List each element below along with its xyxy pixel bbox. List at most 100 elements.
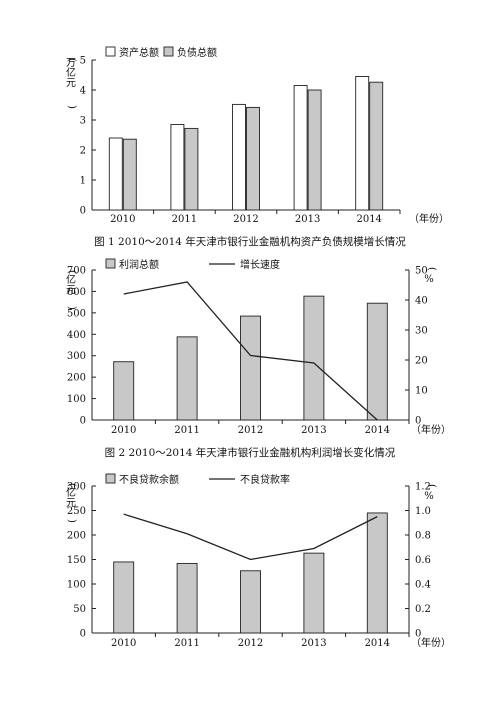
y2-tick-label: 1.0 bbox=[415, 506, 431, 517]
y2-unit-label: % bbox=[424, 274, 434, 285]
y2-tick-label: 40 bbox=[415, 296, 428, 307]
x-tick-label: 2010 bbox=[110, 214, 135, 225]
y-tick-label: 0 bbox=[80, 206, 86, 217]
x-tick-label: 2012 bbox=[238, 425, 263, 436]
x-tick-label: 2012 bbox=[233, 214, 258, 225]
y-unit-close-paren: ) bbox=[66, 105, 77, 109]
y2-tick-label: 10 bbox=[415, 386, 428, 397]
y2-tick-label: 1.2 bbox=[415, 482, 431, 493]
chart-2: 0 100 200 300 400 500 600 700 0 10 20 30 40 50 2010 201… bbox=[64, 258, 452, 459]
chart-caption: 图 2 2010～2014 年天津市银行业金融机构利润增长变化情况 bbox=[105, 446, 396, 459]
y-tick-label: 50 bbox=[73, 604, 86, 615]
y-unit-open-paren: ( bbox=[66, 58, 77, 62]
y-tick-label: 200 bbox=[67, 373, 86, 384]
y-unit-open-paren: ( bbox=[66, 270, 77, 274]
bar-1-2012 bbox=[232, 103, 246, 211]
x-tick-label: 2012 bbox=[238, 638, 263, 649]
y2-tick-label: 0 bbox=[415, 416, 421, 427]
bar-2-2014 bbox=[369, 81, 384, 211]
y-tick-label: 250 bbox=[67, 506, 86, 517]
chart-caption: 图 1 2010～2014 年天津市银行业金融机构资产负债规模增长情况 bbox=[94, 235, 406, 248]
chart-3: 0 50 100 150 200 250 300 0 0.2 0.4 0.6 0.8 1.0 1.2 201… bbox=[64, 473, 452, 649]
y-unit-label: 万亿元 bbox=[64, 57, 76, 87]
x-tick-label: 2013 bbox=[301, 425, 326, 436]
x-unit-label: （年份） bbox=[411, 423, 451, 436]
bar-1-2012 bbox=[240, 570, 261, 634]
legend-swatch bbox=[105, 46, 116, 57]
legend-swatch bbox=[105, 473, 116, 484]
line-series-2 bbox=[123, 281, 378, 421]
bar-1-2011 bbox=[170, 124, 185, 211]
y-tick-label: 2 bbox=[80, 146, 86, 157]
y-tick-label: 100 bbox=[67, 394, 86, 405]
bar-2-2012 bbox=[246, 106, 260, 211]
y-tick-label: 100 bbox=[67, 580, 86, 591]
y-unit-label: 亿元 bbox=[64, 486, 76, 507]
x-tick-label: 2014 bbox=[365, 425, 390, 436]
y-tick-label: 300 bbox=[67, 351, 86, 362]
y2-unit-open-paren: ( bbox=[426, 484, 437, 488]
x-tick-label: 2014 bbox=[356, 214, 381, 225]
legend-label: 资产总额 bbox=[119, 46, 159, 59]
bar-1-2014 bbox=[355, 76, 370, 211]
bar-1-2011 bbox=[176, 336, 198, 421]
bar-1-2011 bbox=[176, 562, 198, 634]
bar-1-2013 bbox=[293, 85, 308, 211]
y2-tick-label: 0.6 bbox=[415, 555, 431, 566]
y-tick-label: 0 bbox=[80, 416, 86, 427]
x-tick-label: 2010 bbox=[111, 638, 136, 649]
bar-1-2010 bbox=[113, 361, 135, 421]
y-tick-label: 3 bbox=[80, 116, 86, 127]
legend-label: 负债总额 bbox=[177, 46, 217, 59]
y2-tick-label: 0.4 bbox=[415, 580, 431, 591]
x-tick-label: 2013 bbox=[301, 638, 326, 649]
legend-label: 增长速度 bbox=[240, 258, 280, 271]
y-unit-open-paren: ( bbox=[66, 483, 77, 487]
bar-1-2013 bbox=[303, 552, 325, 634]
x-tick-label: 2011 bbox=[174, 425, 199, 436]
y-tick-label: 700 bbox=[67, 266, 86, 277]
x-tick-label: 2011 bbox=[174, 638, 199, 649]
bar-2-2013 bbox=[307, 89, 322, 211]
legend-label: 不良贷款率 bbox=[240, 473, 290, 486]
y2-unit-label: % bbox=[424, 491, 434, 502]
legend-swatch bbox=[105, 258, 116, 269]
bar-1-2010 bbox=[108, 137, 123, 211]
y2-tick-label: 50 bbox=[415, 266, 428, 277]
y-unit-label: 亿元 bbox=[64, 273, 76, 294]
y-tick-label: 4 bbox=[80, 86, 86, 97]
bar-2-2010 bbox=[122, 138, 137, 211]
bar-1-2010 bbox=[113, 561, 135, 634]
x-tick-label: 2011 bbox=[172, 214, 197, 225]
y2-tick-label: 30 bbox=[415, 326, 428, 337]
y-tick-label: 0 bbox=[80, 629, 86, 640]
y-tick-label: 500 bbox=[67, 308, 86, 319]
y-tick-label: 1 bbox=[80, 176, 86, 187]
x-tick-label: 2014 bbox=[365, 638, 390, 649]
legend-label: 不良贷款余额 bbox=[119, 473, 179, 486]
y-unit-close-paren: ) bbox=[66, 306, 77, 310]
y2-unit-open-paren: ( bbox=[426, 267, 437, 271]
bar-1-2012 bbox=[240, 315, 261, 421]
y-tick-label: 5 bbox=[80, 56, 86, 67]
y-tick-label: 150 bbox=[67, 555, 86, 566]
x-tick-label: 2010 bbox=[111, 425, 136, 436]
bar-1-2014 bbox=[366, 302, 388, 421]
y-unit-close-paren: ) bbox=[66, 519, 77, 523]
legend-swatch bbox=[163, 46, 174, 57]
x-unit-label: （年份） bbox=[411, 636, 451, 649]
y2-tick-label: 0 bbox=[415, 629, 421, 640]
bar-1-2014 bbox=[366, 512, 388, 634]
legend-label: 利润总额 bbox=[119, 258, 159, 271]
y-tick-label: 300 bbox=[67, 482, 86, 493]
chart-1: 0 1 2 3 4 5 2010 2011 2012 2013 2014 资产总额 负债总额 (万亿元) （… bbox=[64, 46, 450, 248]
y2-tick-label: 0.2 bbox=[415, 604, 431, 615]
y-tick-label: 600 bbox=[67, 287, 86, 298]
x-unit-label: （年份） bbox=[409, 212, 449, 225]
y2-tick-label: 0.8 bbox=[415, 531, 431, 542]
line-series-2 bbox=[123, 513, 378, 561]
bar-1-2013 bbox=[303, 295, 325, 421]
x-tick-label: 2013 bbox=[295, 214, 320, 225]
